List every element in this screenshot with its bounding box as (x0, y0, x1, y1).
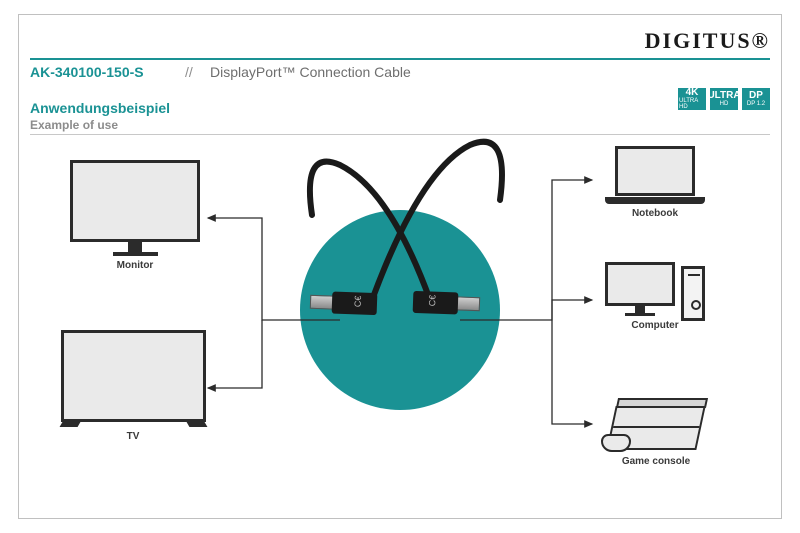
badge-4k: 4K ULTRA HD (678, 88, 706, 110)
laptop-icon (605, 146, 705, 204)
tv-label: TV (58, 431, 208, 442)
badge-ultrahd-text: ULTRA (707, 91, 740, 101)
brand-logo: DIGITUS® (645, 28, 770, 54)
badge-dp: DP DP 1.2 (742, 88, 770, 110)
computer-icon (605, 262, 705, 316)
subtitle-underline (30, 134, 770, 135)
badge-4k-sub: ULTRA HD (679, 98, 705, 110)
badge-ultrahd: ULTRA HD (710, 88, 738, 110)
dp-connector-left: C€ (310, 289, 381, 317)
device-notebook: Notebook (600, 146, 710, 219)
feature-badges: 4K ULTRA HD ULTRA HD DP DP 1.2 (678, 88, 770, 110)
device-console: Game console (596, 388, 716, 467)
subtitle-de: Anwendungsbeispiel (30, 100, 170, 116)
console-icon (601, 388, 711, 452)
computer-label: Computer (600, 320, 710, 331)
product-code: AK-340100-150-S (30, 64, 144, 80)
product-separator: // (185, 64, 193, 80)
notebook-label: Notebook (600, 208, 710, 219)
header-divider (30, 58, 770, 60)
badge-ultrahd-sub: HD (720, 101, 729, 107)
badge-dp-sub: DP 1.2 (747, 101, 765, 107)
dp-connector-right: C€ (410, 289, 481, 317)
console-label: Game console (596, 456, 716, 467)
monitor-icon (70, 160, 200, 242)
badge-dp-text: DP (749, 91, 763, 101)
monitor-label: Monitor (65, 260, 205, 271)
device-tv: TV (58, 330, 208, 442)
product-name: DisplayPort™ Connection Cable (210, 64, 411, 80)
badge-4k-text: 4K (686, 88, 699, 98)
device-computer: Computer (600, 262, 710, 331)
device-monitor: Monitor (65, 160, 205, 271)
subtitle-en: Example of use (30, 118, 118, 132)
tv-icon (61, 330, 206, 422)
